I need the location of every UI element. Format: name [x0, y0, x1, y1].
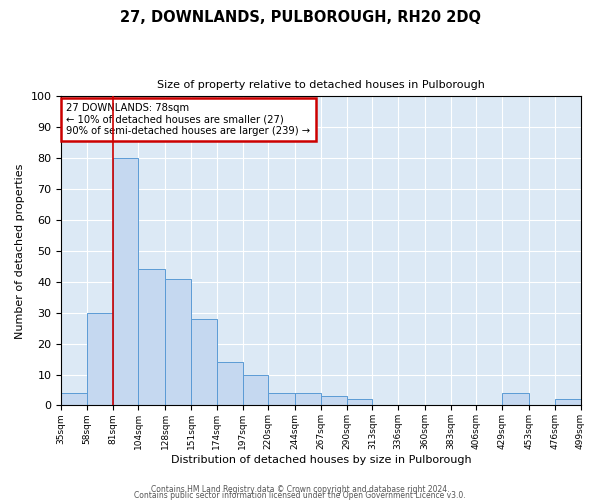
- Bar: [217, 362, 242, 406]
- Text: 27 DOWNLANDS: 78sqm
← 10% of detached houses are smaller (27)
90% of semi-detach: 27 DOWNLANDS: 78sqm ← 10% of detached ho…: [67, 102, 311, 136]
- Title: Size of property relative to detached houses in Pulborough: Size of property relative to detached ho…: [157, 80, 485, 90]
- Bar: [502, 393, 529, 406]
- Bar: [347, 399, 373, 406]
- Text: 27, DOWNLANDS, PULBOROUGH, RH20 2DQ: 27, DOWNLANDS, PULBOROUGH, RH20 2DQ: [119, 10, 481, 25]
- Bar: [113, 158, 139, 406]
- Bar: [61, 393, 87, 406]
- Bar: [295, 393, 321, 406]
- Bar: [191, 319, 217, 406]
- Bar: [555, 399, 581, 406]
- Bar: [166, 278, 191, 406]
- Bar: [242, 374, 268, 406]
- Text: Contains public sector information licensed under the Open Government Licence v3: Contains public sector information licen…: [134, 490, 466, 500]
- X-axis label: Distribution of detached houses by size in Pulborough: Distribution of detached houses by size …: [170, 455, 471, 465]
- Bar: [321, 396, 347, 406]
- Bar: [139, 270, 166, 406]
- Bar: [87, 312, 113, 406]
- Bar: [268, 393, 295, 406]
- Text: Contains HM Land Registry data © Crown copyright and database right 2024.: Contains HM Land Registry data © Crown c…: [151, 484, 449, 494]
- Y-axis label: Number of detached properties: Number of detached properties: [15, 163, 25, 338]
